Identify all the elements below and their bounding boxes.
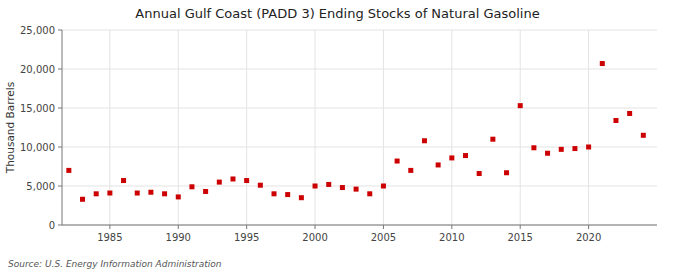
point [477,171,482,176]
y-tick [58,108,62,109]
background [0,0,675,275]
x-tick [315,225,316,229]
y-grid-line [62,225,657,226]
point [354,187,359,192]
point [518,103,523,108]
point [572,146,577,151]
point [135,191,140,196]
x-tick [383,225,384,229]
point [162,191,167,196]
point [613,118,618,123]
point [463,153,468,158]
points [66,61,645,202]
point [641,133,646,138]
point [285,192,290,197]
x-tick-label: 2010 [439,232,464,243]
y-grid-line [62,147,657,148]
y-tick-label: 20,000 [20,64,55,75]
x-tick [451,225,452,229]
y-axis-line [62,30,63,225]
point [313,184,318,189]
point [586,145,591,150]
point [189,184,194,189]
point [176,194,181,199]
x-grid-line [383,30,384,225]
x-grid-line [588,30,589,225]
x-grid-line [109,30,110,225]
y-tick [58,225,62,226]
x-axis-line [62,225,657,226]
point [244,178,249,183]
point [367,191,372,196]
point [94,191,99,196]
chart: 0 5,000 10,000 15,000 20,000 25,000 1985 1990 19… [0,0,675,275]
point [600,61,605,66]
y-grid-line [62,186,657,187]
point [148,190,153,195]
point [340,185,345,190]
point [80,197,85,202]
point [217,180,222,185]
y-grid-line [62,30,657,31]
point [272,191,277,196]
x-grid-line [451,30,452,225]
x-grid-line [315,30,316,225]
point [299,195,304,200]
y-tick-label: 10,000 [20,142,55,153]
point [66,168,71,173]
y-tick-label: 15,000 [20,103,55,114]
point [121,178,126,183]
x-tick [246,225,247,229]
y-tick-label: 0 [49,220,55,231]
x-tick [520,225,521,229]
y-tick [58,69,62,70]
point [395,159,400,164]
point [230,176,235,181]
x-grid-line [246,30,247,225]
axes: 0 5,000 10,000 15,000 20,000 25,000 1985 1990 19… [20,25,657,244]
point [545,151,550,156]
x-tick-label: 2015 [507,232,532,243]
point [490,137,495,142]
x-tick [178,225,179,229]
point [449,155,454,160]
y-tick-label: 5,000 [26,181,55,192]
x-tick-label: 2020 [576,232,601,243]
source-note: Source: U.S. Energy Information Administ… [8,259,222,269]
y-grid-line [62,69,657,70]
y-tick [58,147,62,148]
y-tick [58,30,62,31]
x-tick-label: 1995 [234,232,259,243]
x-grid-line [520,30,521,225]
grid [62,30,657,225]
x-tick-label: 1990 [166,232,191,243]
x-tick-label: 2005 [371,232,396,243]
point [436,162,441,167]
y-grid-line [62,108,657,109]
point [504,170,509,175]
y-axis-label: Thousand Barrels [4,82,16,174]
point [258,183,263,188]
point [381,184,386,189]
x-tick [588,225,589,229]
point [408,168,413,173]
x-tick-label: 1985 [97,232,122,243]
y-tick [58,186,62,187]
x-tick-label: 2000 [302,232,327,243]
y-tick-label: 25,000 [20,25,55,36]
point [559,147,564,152]
point [627,111,632,116]
x-tick [109,225,110,229]
title: Annual Gulf Coast (PADD 3) Ending Stocks… [135,6,539,21]
point [422,138,427,143]
point [531,145,536,150]
point [326,182,331,187]
point [203,189,208,194]
point [107,191,112,196]
